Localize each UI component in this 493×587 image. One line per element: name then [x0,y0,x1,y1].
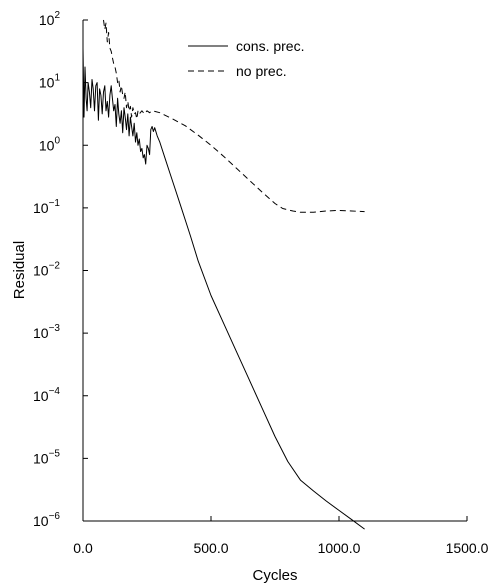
y-tick-label: 10−4 [33,386,60,404]
y-tick-label: 10−1 [33,198,60,216]
y-tick-label: 10−6 [33,511,60,529]
series-line-no-prec [103,19,365,213]
y-tick-label: 10−2 [33,261,60,279]
y-axis-title: Residual [11,241,28,299]
plot-area: 102 101 100 10−1 10−2 10−3 10−4 10−5 10−6 0.0 500… [11,10,489,584]
x-tick-label: 1000.0 [318,540,361,556]
y-tick-label: 10−5 [33,448,60,466]
x-axis-title: Cycles [252,567,297,584]
y-tick-label: 102 [39,10,61,28]
legend: cons. prec. no prec. [188,38,304,79]
y-ticks: 102 101 100 10−1 10−2 10−3 10−4 10−5 10−6 [33,10,88,529]
series-line-cons-prec [82,48,365,530]
x-tick-label: 1500.0 [446,540,489,556]
y-tick-label: 10−3 [33,323,60,341]
y-tick-label: 100 [39,135,61,153]
x-tick-label: 500.0 [193,540,228,556]
series-layer [82,19,365,530]
x-ticks: 0.0 500.0 1000.0 1500.0 [73,516,489,556]
legend-label-no-prec: no prec. [236,63,287,79]
y-tick-label: 101 [39,73,61,91]
x-tick-label: 0.0 [73,540,93,556]
legend-label-cons-prec: cons. prec. [236,38,304,54]
